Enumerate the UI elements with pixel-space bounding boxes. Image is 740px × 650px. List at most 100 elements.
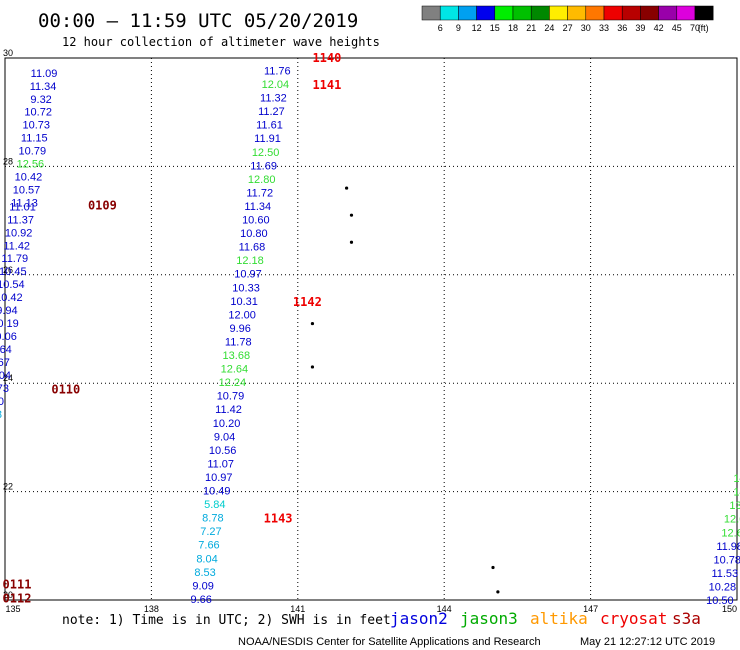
satellite-name-cryosat: cryosat xyxy=(600,609,667,628)
legend-swatch xyxy=(676,5,696,21)
island-dot xyxy=(310,365,315,369)
wave-height-label: 11.42 xyxy=(3,241,30,253)
legend-swatch-label: 9 xyxy=(456,23,461,33)
wave-height-label: 11.91 xyxy=(254,133,281,145)
wave-height-label: 11.72 xyxy=(246,187,273,199)
legend-swatch xyxy=(585,5,605,21)
wave-height-label: 10.80 xyxy=(240,228,268,240)
satellite-name-jason3: jason3 xyxy=(460,609,518,628)
wave-height-label: 10.92 xyxy=(5,228,33,240)
legend-swatch xyxy=(658,5,678,21)
wave-height-label: 9.96 xyxy=(230,323,251,335)
wave-height-label: 9.67 xyxy=(0,357,10,369)
wave-height-label: 11.42 xyxy=(215,404,242,416)
wave-height-label: 12.56 xyxy=(17,159,45,171)
wave-height-label: 10.20 xyxy=(213,418,241,430)
wave-height-label: 11.37 xyxy=(7,215,34,227)
wave-height-label: 12.64 xyxy=(221,364,249,376)
wave-height-label: 7.66 xyxy=(198,540,219,552)
legend-swatch-label: 12 xyxy=(472,23,482,33)
wave-height-label: 11.34 xyxy=(244,201,271,213)
axis-tick-labels: 135 138 141 144 147 150 20 22 24 26 28 30 xyxy=(3,48,737,614)
island-dot xyxy=(349,240,354,244)
wave-height-label: 11.09 xyxy=(31,68,58,80)
legend-swatch xyxy=(567,5,587,21)
wave-height-label: 12.6 xyxy=(721,527,740,539)
x-tick-label: 141 xyxy=(290,604,305,614)
legend-swatch-label: 70 xyxy=(690,23,700,33)
x-tick-label: 147 xyxy=(583,604,598,614)
wave-height-label: 10.49 xyxy=(203,486,231,498)
wave-height-label: 11.01 xyxy=(9,202,36,214)
legend-swatch xyxy=(549,5,568,21)
footer-timestamp: May 21 12:27:12 UTC 2019 xyxy=(580,636,715,648)
island-dot xyxy=(349,213,354,217)
page-subtitle: 12 hour collection of altimeter wave hei… xyxy=(62,35,380,49)
wave-height-label: 11.15 xyxy=(21,133,48,145)
wave-height-label: 13. xyxy=(729,500,740,512)
footer-credit: NOAA/NESDIS Center for Satellite Applica… xyxy=(238,636,541,648)
wave-height-label: 13.68 xyxy=(223,350,251,362)
note-text: note: 1) Time is in UTC; 2) SWH is in fe… xyxy=(62,613,391,628)
wave-height-label: 10.28 xyxy=(709,581,737,593)
wave-height-label: 10.56 xyxy=(209,445,237,457)
wave-height-label: 10.60 xyxy=(242,215,270,227)
legend-swatch-label: 45 xyxy=(672,23,682,33)
wave-height-label: 11.32 xyxy=(260,93,287,105)
x-tick-label: 138 xyxy=(144,604,159,614)
wave-height-label: 10.42 xyxy=(15,172,43,184)
wave-height-label: 11.69 xyxy=(250,160,277,172)
wave-height-label: 11.53 xyxy=(711,568,738,580)
wave-height-label: 12.6 xyxy=(724,514,740,526)
wave-height-label: 9.94 xyxy=(0,305,18,317)
y-tick-label: 26 xyxy=(3,265,13,275)
legend-swatch-label: 18 xyxy=(508,23,518,33)
wave-height-label: 9.64 xyxy=(0,344,12,356)
pass-id-label: 0110 xyxy=(51,383,80,397)
wave-height-label: 11.79 xyxy=(1,253,28,265)
wave-height-label: 10.79 xyxy=(217,391,245,403)
pass-id-label: 0109 xyxy=(88,198,117,212)
wave-height-label: 11.98 xyxy=(716,541,740,553)
plot-frame xyxy=(4,57,738,601)
legend-swatch xyxy=(640,5,659,21)
wave-height-label: 10.78 xyxy=(713,554,740,566)
island-dot xyxy=(345,186,349,190)
wave-height-label: 10.04 xyxy=(0,370,11,382)
y-tick-label: 24 xyxy=(3,373,13,383)
legend-unit: (ft) xyxy=(698,23,709,33)
wave-height-label: 9.32 xyxy=(30,94,51,106)
wave-height-label: 14 xyxy=(733,487,740,499)
wave-height-label: 12.50 xyxy=(252,147,280,159)
pass-id-label: 1140 xyxy=(312,51,341,65)
wave-height-label: 11.68 xyxy=(239,242,266,254)
page-title: 00:00 – 11:59 UTC 05/20/2019 xyxy=(38,10,358,32)
wave-height-label: 12.24 xyxy=(219,377,247,389)
wave-height-label: 10.42 xyxy=(0,292,23,304)
island-dot xyxy=(496,590,500,594)
legend-swatch xyxy=(694,5,714,21)
y-tick-label: 22 xyxy=(3,482,13,492)
wave-height-label: 10.97 xyxy=(205,472,233,484)
wave-height-label: 12.00 xyxy=(228,309,256,321)
satellite-name-altika: altika xyxy=(530,609,588,628)
data-labels: 11.0911.349.3210.7210.7311.1510.7912.561… xyxy=(0,51,740,607)
legend-swatch-label: 27 xyxy=(563,23,573,33)
wave-height-label: 10.72 xyxy=(24,107,52,119)
wave-height-label: 10.33 xyxy=(232,282,260,294)
wave-height-label: 8.78 xyxy=(202,513,223,525)
wave-height-label: 10.50 xyxy=(706,595,734,607)
legend-swatch-label: 15 xyxy=(490,23,500,33)
wave-height-label: 11.61 xyxy=(256,120,283,132)
legend-swatch-label: 39 xyxy=(635,23,645,33)
wave-height-label: 9.04 xyxy=(214,431,235,443)
wave-height-label: 10.79 xyxy=(19,146,47,158)
legend-swatch xyxy=(621,5,641,21)
wave-height-label: 10.73 xyxy=(0,383,9,395)
wave-height-label: 11.27 xyxy=(258,106,285,118)
y-tick-label: 28 xyxy=(3,156,13,166)
legend-swatch-label: 6 xyxy=(438,23,443,33)
wave-height-label: 9.09 xyxy=(192,580,213,592)
pass-id-label: 1142 xyxy=(293,295,322,309)
